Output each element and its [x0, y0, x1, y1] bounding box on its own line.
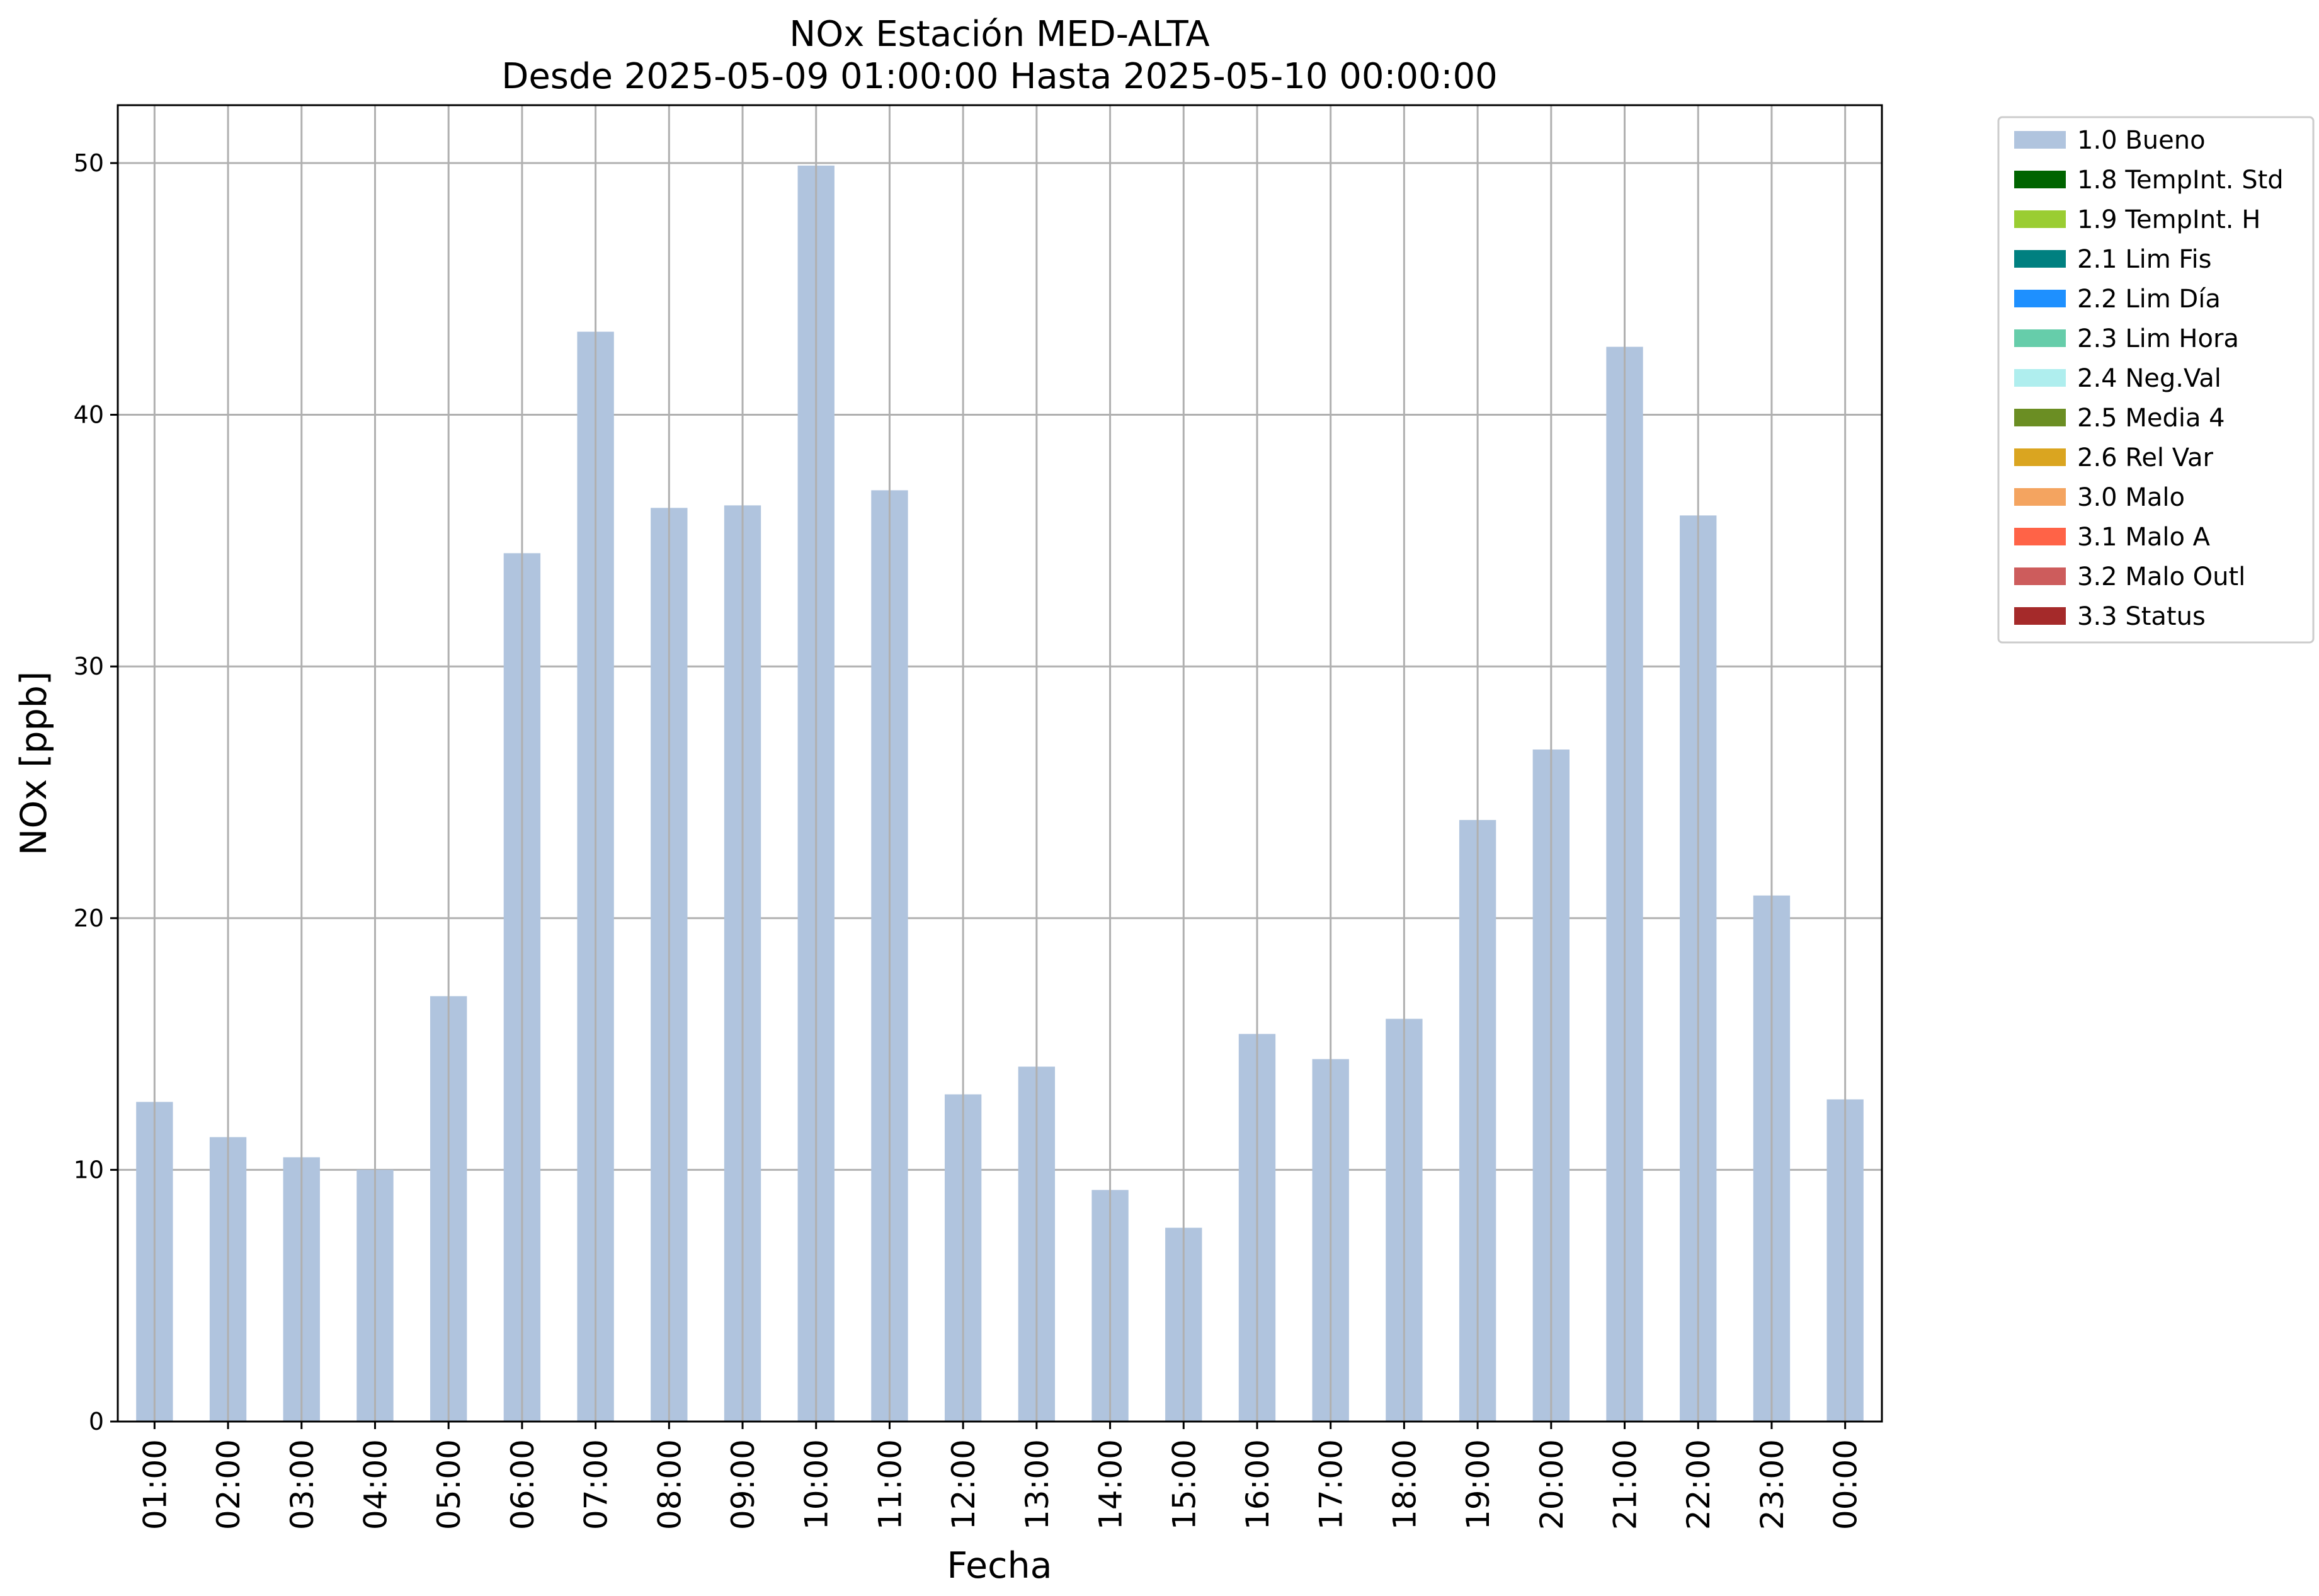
legend-swatch — [2014, 329, 2066, 347]
y-tick-label: 40 — [74, 401, 104, 429]
y-tick-label: 10 — [74, 1156, 104, 1183]
x-tick-label: 19:00 — [1460, 1439, 1496, 1530]
legend-swatch — [2014, 607, 2066, 625]
legend-swatch — [2014, 448, 2066, 466]
legend-label: 2.4 Neg.Val — [2077, 364, 2221, 393]
x-tick-label: 23:00 — [1754, 1439, 1791, 1530]
x-tick-label: 03:00 — [284, 1439, 321, 1530]
legend-swatch — [2014, 290, 2066, 307]
x-tick-label: 02:00 — [210, 1439, 247, 1530]
x-tick-label: 04:00 — [357, 1439, 394, 1530]
x-tick-label: 16:00 — [1239, 1439, 1276, 1530]
y-axis-label: NOx [ppb] — [13, 671, 55, 855]
x-tick-label: 18:00 — [1386, 1439, 1423, 1530]
x-axis-label: Fecha — [947, 1545, 1052, 1587]
x-tick-label: 21:00 — [1607, 1439, 1644, 1530]
x-tick-label: 06:00 — [504, 1439, 541, 1530]
legend-label: 3.3 Status — [2077, 602, 2206, 631]
legend-label: 2.5 Media 4 — [2077, 404, 2225, 433]
x-tick-label: 05:00 — [431, 1439, 467, 1530]
legend-swatch — [2014, 210, 2066, 228]
x-tick-label: 08:00 — [651, 1439, 688, 1530]
x-tick-label: 01:00 — [137, 1439, 173, 1530]
legend-swatch — [2014, 369, 2066, 387]
y-tick-label: 20 — [74, 904, 104, 932]
legend-frame — [1997, 116, 2315, 644]
legend-label: 3.2 Malo Outl — [2077, 562, 2245, 591]
x-tick-label: 12:00 — [945, 1439, 982, 1530]
x-tick-label: 07:00 — [578, 1439, 615, 1530]
vertical-grid — [153, 105, 1847, 1422]
legend-label: 2.3 Lim Hora — [2077, 324, 2239, 353]
legend-label: 2.2 Lim Día — [2077, 285, 2221, 314]
x-tick-label: 22:00 — [1680, 1439, 1717, 1530]
legend-swatch — [2014, 250, 2066, 268]
x-tick-label: 10:00 — [799, 1439, 835, 1530]
y-tick-label: 50 — [74, 149, 104, 177]
x-tick-label: 11:00 — [872, 1439, 908, 1530]
y-axis: 0 10 20 30 40 50 — [74, 149, 118, 1435]
chart-title: NOx Estación MED-ALTA — [789, 14, 1209, 55]
plot-frame — [117, 104, 1883, 1423]
legend-label: 1.0 Bueno — [2077, 126, 2206, 155]
x-tick-label: 15:00 — [1166, 1439, 1202, 1530]
legend-label: 3.1 Malo A — [2077, 523, 2211, 552]
legend-swatch — [2014, 131, 2066, 149]
x-tick-label: 17:00 — [1313, 1439, 1350, 1530]
y-tick-label: 0 — [89, 1408, 104, 1435]
x-tick-label: 13:00 — [1019, 1439, 1056, 1530]
legend-label: 2.1 Lim Fis — [2077, 245, 2211, 274]
x-tick-label: 00:00 — [1828, 1439, 1864, 1530]
legend-label: 3.0 Malo — [2077, 483, 2185, 512]
legend: 1.0 Bueno 1.8 TempInt. Std 1.9 TempInt. H 2… — [1997, 116, 2315, 644]
x-tick-label: 20:00 — [1534, 1439, 1570, 1530]
x-tick-label: 09:00 — [725, 1439, 761, 1530]
legend-swatch — [2014, 409, 2066, 426]
y-tick-label: 30 — [74, 653, 104, 680]
legend-swatch — [2014, 528, 2066, 545]
legend-label: 2.6 Rel Var — [2077, 443, 2214, 472]
legend-swatch — [2014, 488, 2066, 506]
legend-label: 1.9 TempInt. H — [2077, 205, 2260, 234]
x-tick-label: 14:00 — [1093, 1439, 1129, 1530]
chart-subtitle: Desde 2025-05-09 01:00:00 Hasta 2025-05-… — [501, 56, 1498, 97]
legend-swatch — [2014, 171, 2066, 188]
legend-label: 1.8 TempInt. Std — [2077, 166, 2284, 195]
legend-swatch — [2014, 567, 2066, 585]
x-axis: 01:00 02:00 03:00 04:00 05:00 06:00 07:00 08:00… — [137, 1422, 1864, 1530]
